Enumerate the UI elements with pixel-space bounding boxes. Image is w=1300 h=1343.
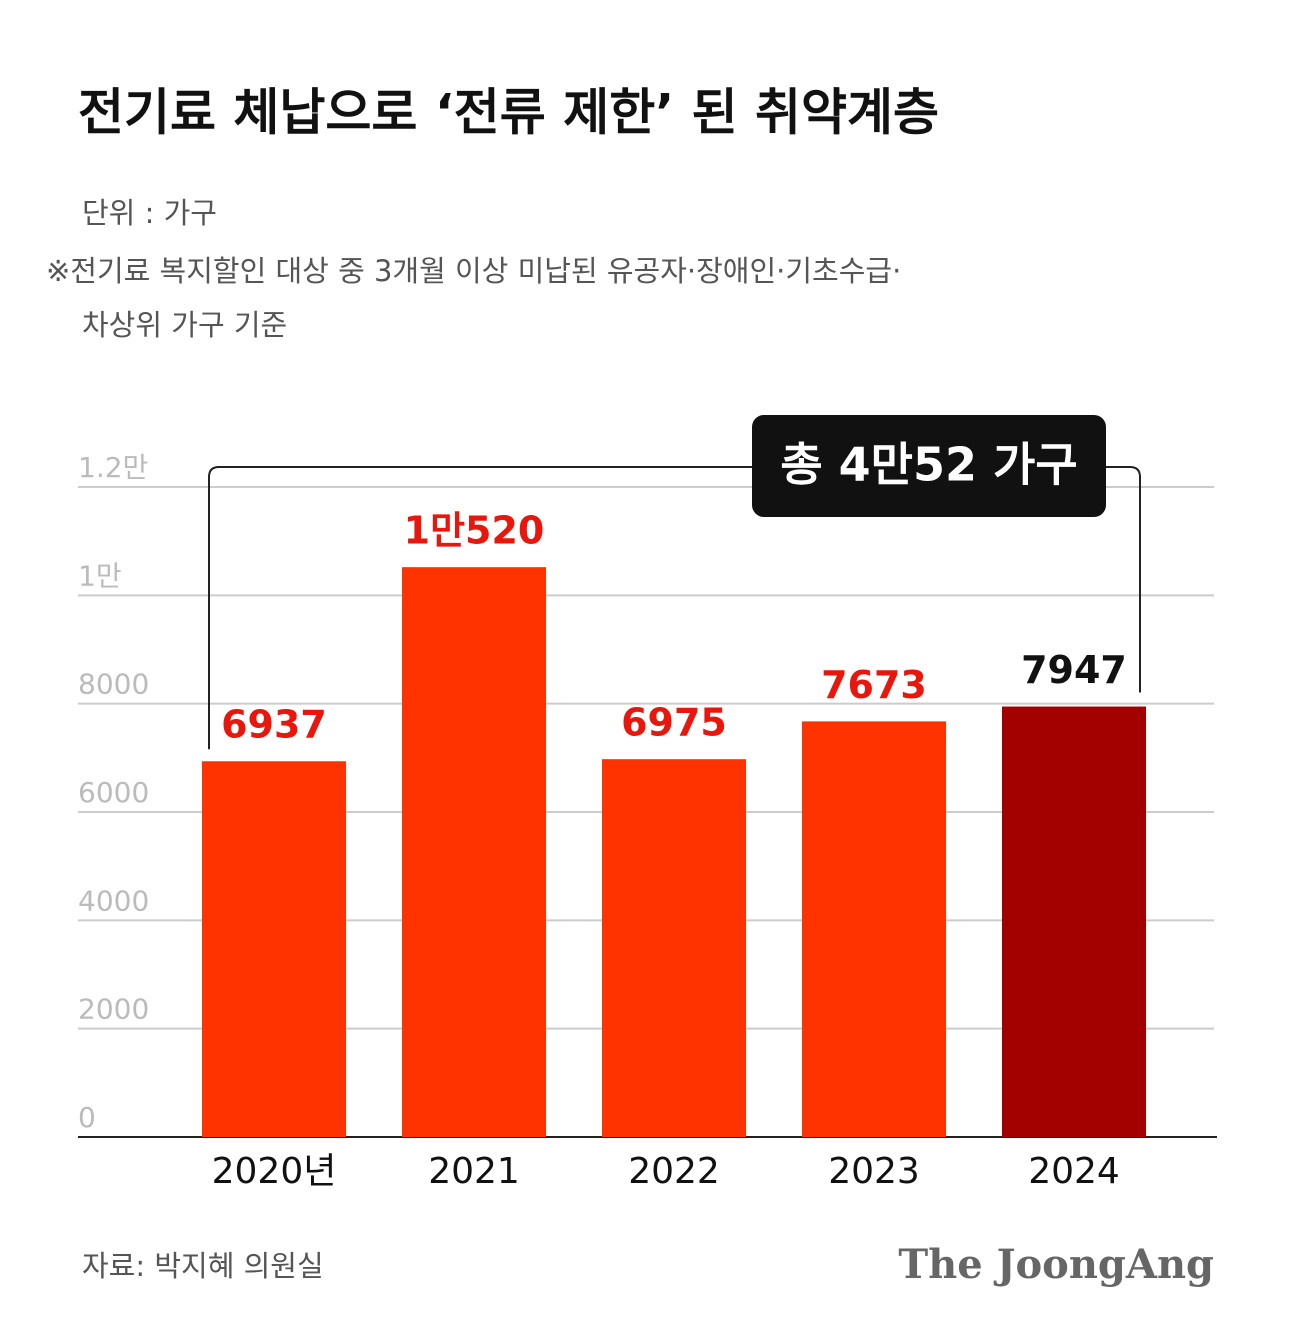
y-tick-label: 2000: [78, 993, 149, 1026]
value-label: 1만520: [404, 509, 545, 553]
note: ※전기료 복지할인 대상 중 3개월 이상 미납된 유공자·장애인·기초수급·: [46, 254, 901, 288]
y-tick-label: 6000: [78, 776, 149, 809]
source: 자료: 박지혜 의원실: [82, 1249, 324, 1283]
y-tick-label: 8000: [78, 668, 149, 701]
chart-title: 전기료 체납으로 ‘전류 제한’ 된 취약계층: [78, 84, 939, 142]
x-tick-label: 2023: [828, 1151, 920, 1192]
y-tick-label: 1만: [78, 559, 122, 592]
value-label: 7673: [821, 663, 927, 707]
y-tick-label: 0: [78, 1101, 96, 1134]
bar: [202, 761, 346, 1137]
bracket: [208, 466, 1141, 750]
bar: [802, 721, 946, 1137]
bar: [402, 567, 546, 1137]
value-label: 7947: [1021, 648, 1127, 692]
value-label: 6937: [221, 703, 327, 747]
note: 차상위 가구 기준: [82, 308, 287, 342]
x-tick-label: 2021: [428, 1151, 520, 1192]
x-tick-label: 2024: [1028, 1151, 1120, 1192]
x-tick-label: 2022: [628, 1151, 720, 1192]
brand: The JoongAng: [898, 1241, 1214, 1288]
y-tick-label: 1.2만: [78, 451, 148, 484]
x-tick-label: 2020년: [212, 1151, 337, 1192]
y-tick-label: 4000: [78, 884, 149, 917]
value-label: 6975: [621, 701, 727, 745]
annotation: 총 4만52 가구: [780, 438, 1077, 492]
bar: [1002, 706, 1146, 1137]
unit: 단위 : 가구: [82, 196, 217, 230]
annotation-box: [752, 415, 1106, 517]
bar: [602, 759, 746, 1137]
